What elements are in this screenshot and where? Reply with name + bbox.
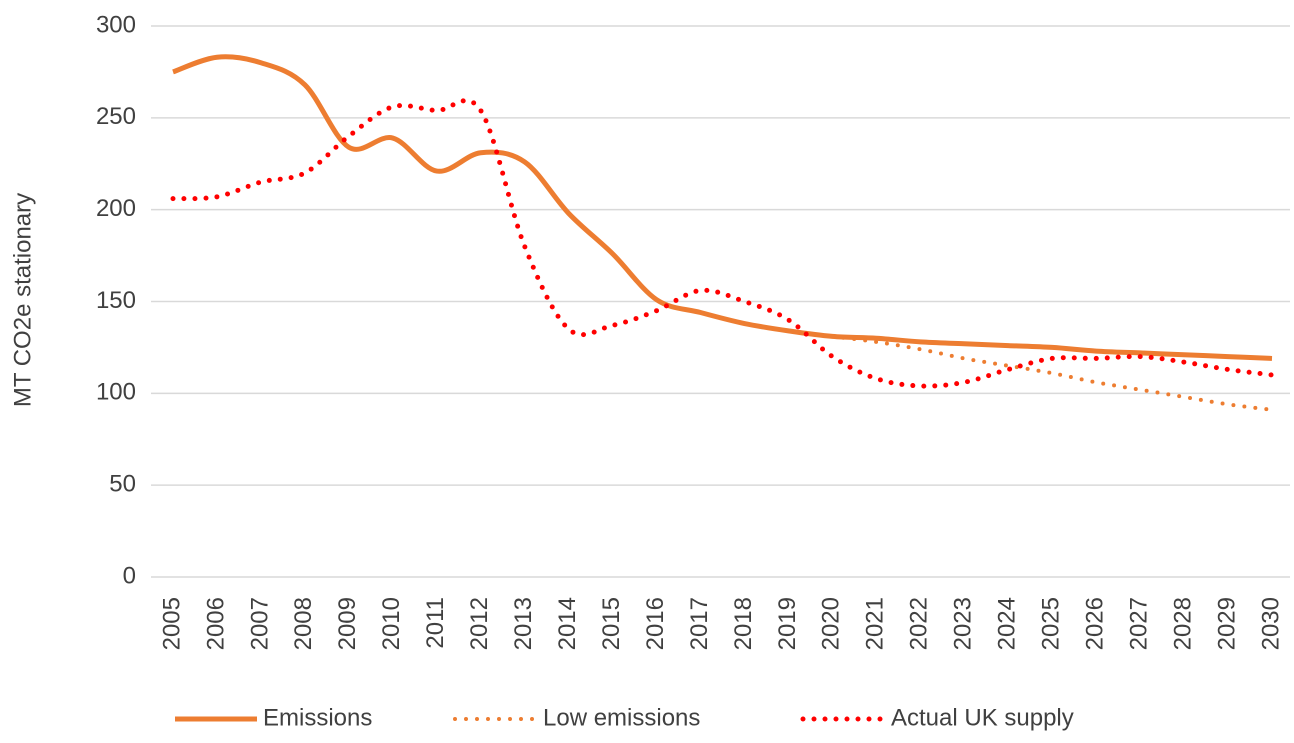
x-tick-label: 2006 <box>202 597 229 650</box>
y-tick-label: 150 <box>96 287 136 314</box>
x-tick-label: 2022 <box>906 597 933 650</box>
x-tick-label: 2009 <box>334 597 361 650</box>
x-tick-label: 2027 <box>1125 597 1152 650</box>
legend-label: Actual UK supply <box>891 704 1074 731</box>
x-tick-label: 2013 <box>510 597 537 650</box>
y-tick-label: 200 <box>96 195 136 222</box>
x-tick-label: 2012 <box>466 597 493 650</box>
series-line <box>830 334 1274 412</box>
series-line <box>170 98 1275 389</box>
x-tick-label: 2024 <box>994 597 1021 650</box>
y-axis-label: MT CO2e stationary <box>9 193 36 407</box>
x-tick-label: 2017 <box>686 597 713 650</box>
x-tick-label: 2007 <box>246 597 273 650</box>
legend-label: Emissions <box>263 704 372 731</box>
x-tick-label: 2015 <box>598 597 625 650</box>
x-tick-label: 2018 <box>730 597 757 650</box>
x-tick-label: 2010 <box>378 597 405 650</box>
legend-label: Low emissions <box>543 704 700 731</box>
x-tick-label: 2008 <box>290 597 317 650</box>
x-tick-label: 2023 <box>950 597 977 650</box>
x-tick-label: 2014 <box>554 597 581 650</box>
x-tick-label: 2029 <box>1213 597 1240 650</box>
x-tick-label: 2016 <box>642 597 669 650</box>
x-tick-label: 2020 <box>818 597 845 650</box>
x-tick-label: 2026 <box>1082 597 1109 650</box>
series-line <box>172 54 1273 361</box>
y-tick-label: 100 <box>96 379 136 406</box>
x-tick-label: 2019 <box>774 597 801 650</box>
x-tick-label: 2005 <box>158 597 185 650</box>
x-tick-label: 2025 <box>1038 597 1065 650</box>
y-tick-label: 50 <box>109 471 136 498</box>
y-tick-label: 250 <box>96 103 136 130</box>
x-tick-label: 2011 <box>422 597 449 649</box>
y-tick-label: 300 <box>96 11 136 38</box>
x-tick-label: 2030 <box>1257 597 1284 650</box>
y-tick-label: 0 <box>123 562 136 589</box>
x-tick-label: 2021 <box>862 597 889 650</box>
x-tick-label: 2028 <box>1169 597 1196 650</box>
